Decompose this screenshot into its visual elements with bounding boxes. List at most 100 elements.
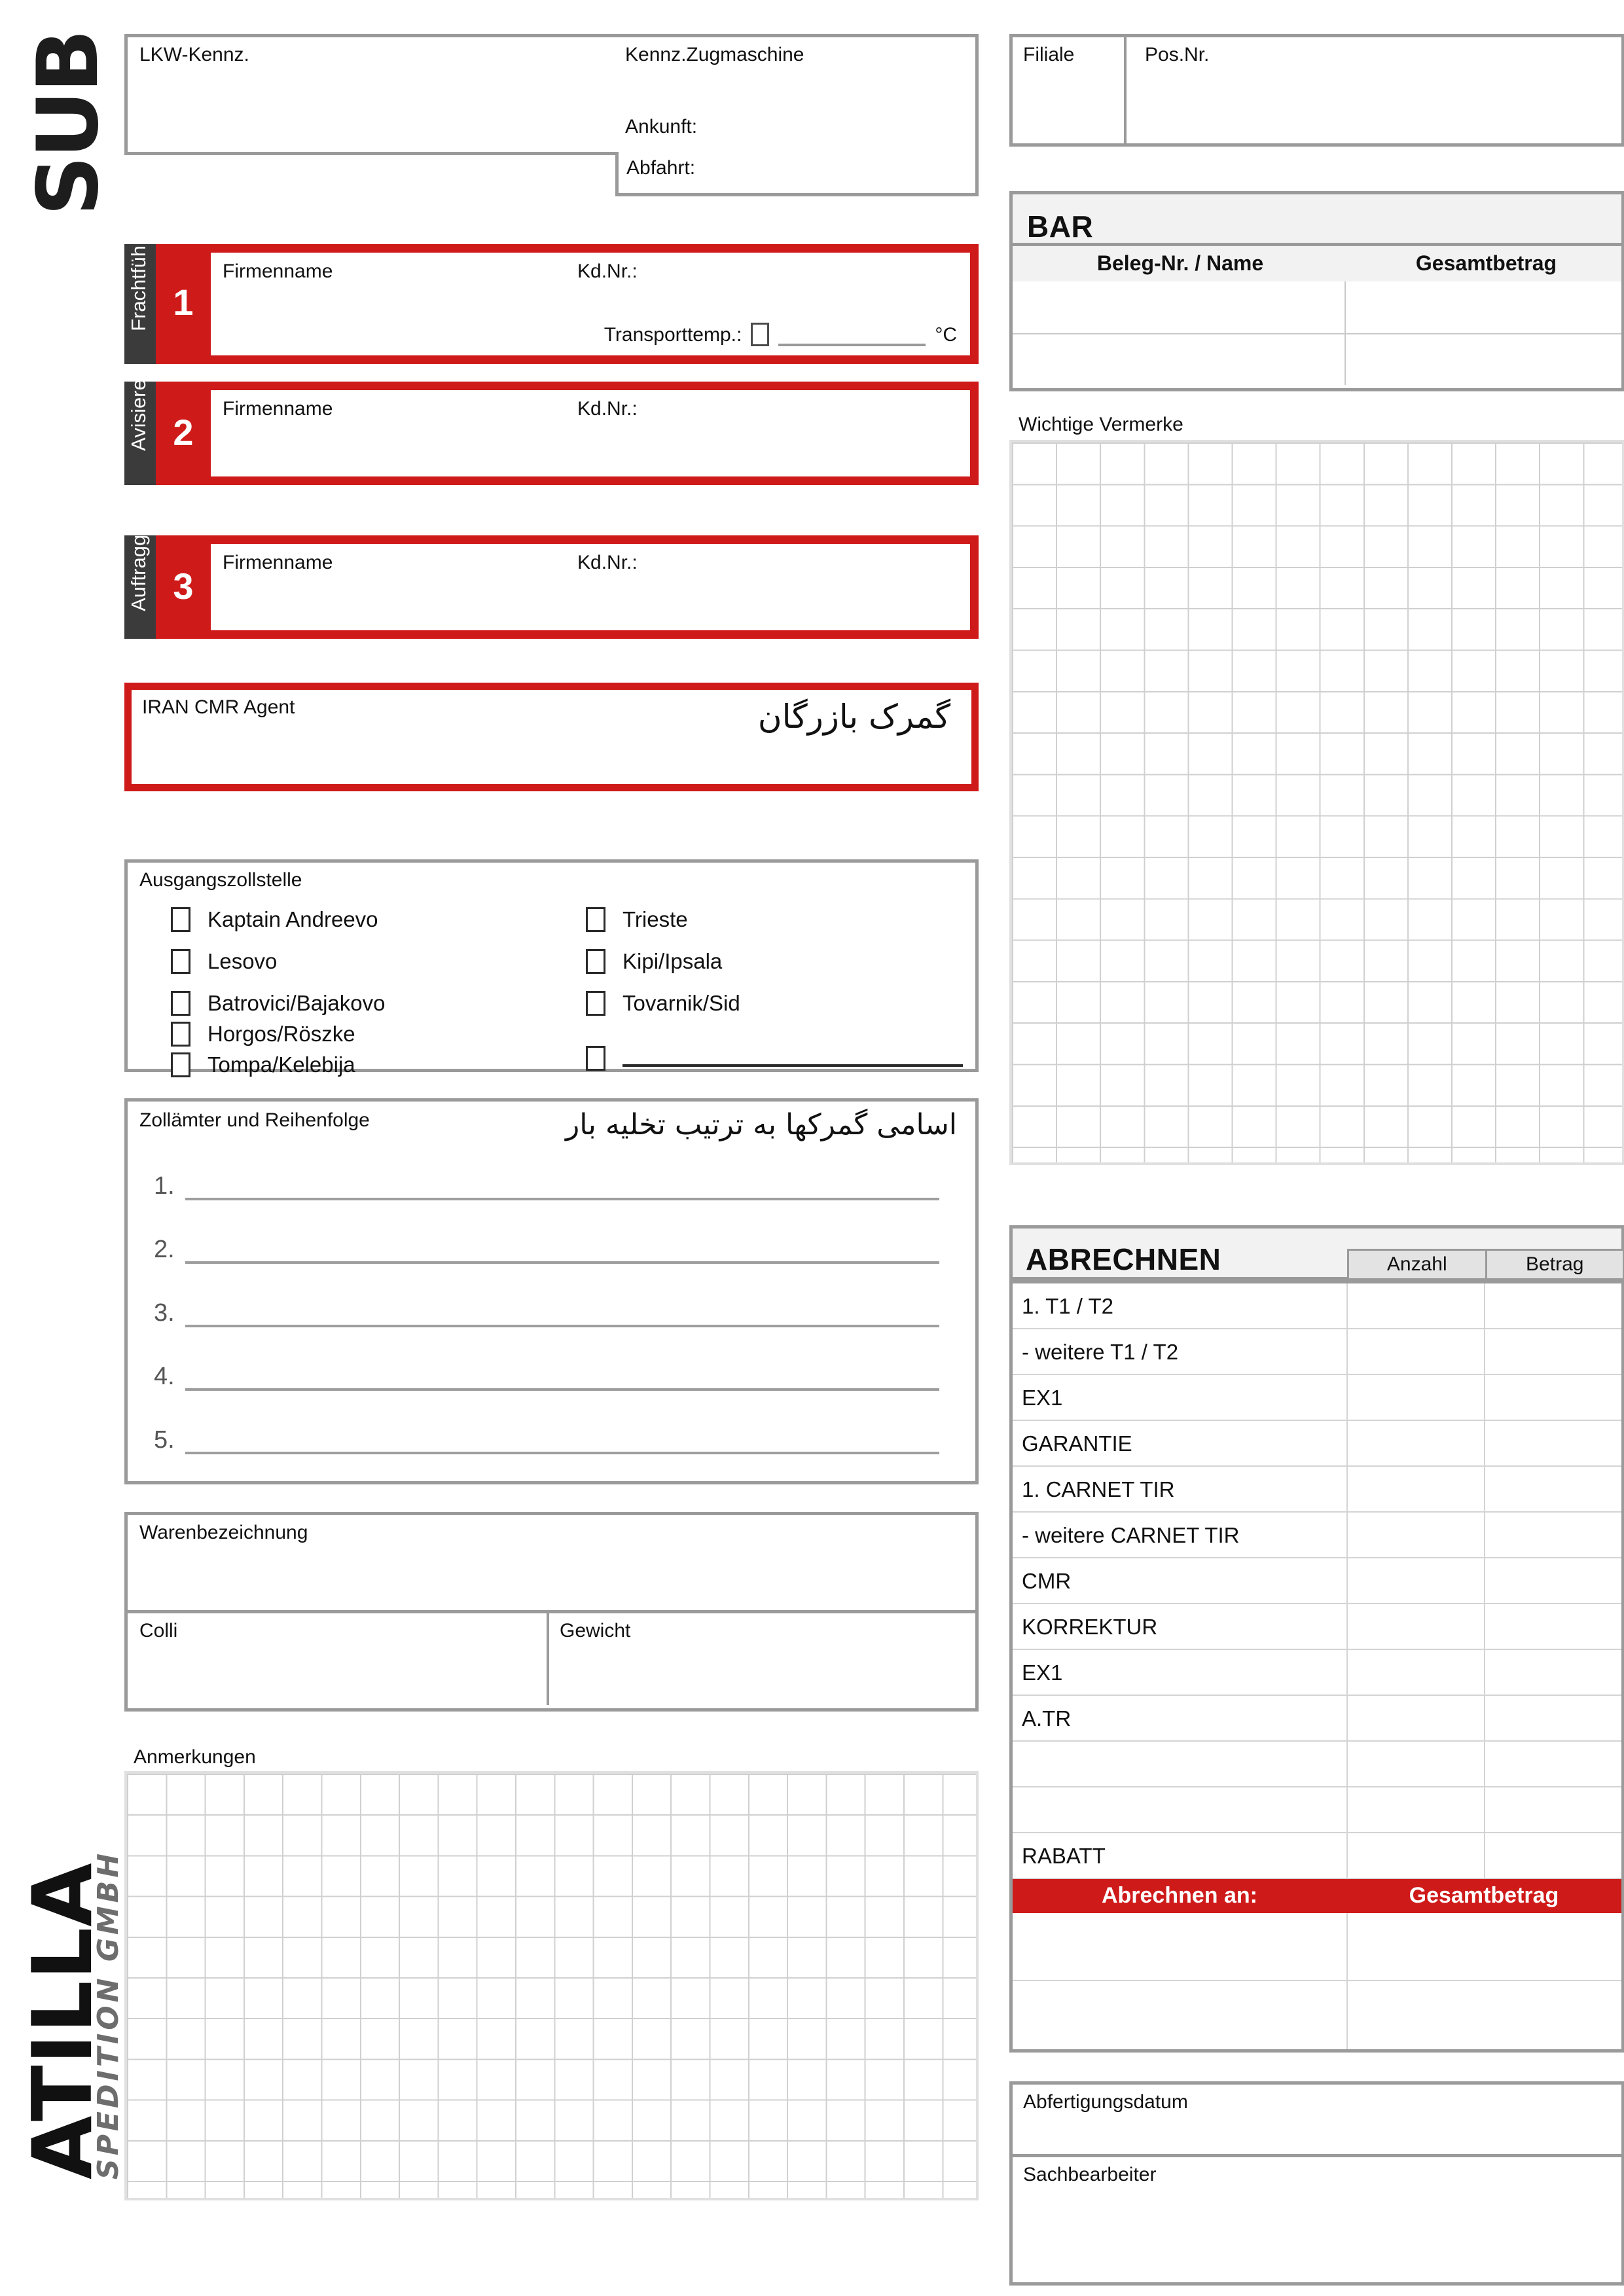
checkbox-icon[interactable] <box>586 949 605 974</box>
table-row[interactable] <box>1013 1913 1621 1981</box>
abrechnen-anzahl-cell[interactable] <box>1346 1742 1484 1786</box>
zollamt-line-4[interactable]: 4. <box>154 1363 939 1391</box>
checkbox-icon[interactable] <box>171 991 190 1016</box>
checkbox-tompa-kelebija[interactable]: Tompa/Kelebija <box>171 1052 355 1077</box>
abrechnen-betrag-cell[interactable] <box>1484 1696 1621 1740</box>
abrechnen-anzahl-cell[interactable] <box>1346 1787 1484 1832</box>
abrechnen-an-input-2[interactable] <box>1013 1981 1346 2049</box>
party-field-3[interactable]: Firmenname Kd.Nr.: <box>211 544 970 630</box>
table-row[interactable]: CMR <box>1013 1558 1621 1604</box>
table-row[interactable]: EX1 <box>1013 1375 1621 1421</box>
table-row[interactable] <box>1013 1981 1621 2049</box>
gesamtbetrag-input[interactable] <box>1346 1913 1621 1980</box>
abrechnen-anzahl-cell[interactable] <box>1346 1513 1484 1557</box>
checkbox-other[interactable] <box>586 1046 963 1071</box>
zollamt-input-3[interactable] <box>185 1305 939 1327</box>
party-row-avisierer: Avisierer 2 Firmenname Kd.Nr.: <box>124 372 979 485</box>
colli-gewicht-divider <box>547 1613 549 1705</box>
zollamt-line-3[interactable]: 3. <box>154 1299 939 1327</box>
iran-cmr-agent-field[interactable]: IRAN CMR Agent گمرک بازرگان <box>132 690 971 784</box>
abrechnen-betrag-cell[interactable] <box>1484 1604 1621 1649</box>
abrechnen-anzahl-cell[interactable] <box>1346 1329 1484 1374</box>
zollamt-line-1[interactable]: 1. <box>154 1172 939 1200</box>
table-row[interactable]: RABATT <box>1013 1833 1621 1879</box>
table-row[interactable]: 1. T1 / T2 <box>1013 1283 1621 1329</box>
abrechnen-anzahl-cell[interactable] <box>1346 1467 1484 1511</box>
checkbox-trieste[interactable]: Trieste <box>586 907 688 932</box>
abrechnen-anzahl-cell[interactable] <box>1346 1421 1484 1465</box>
table-row[interactable]: - weitere T1 / T2 <box>1013 1329 1621 1375</box>
colli-gewicht-box[interactable]: Colli Gewicht <box>124 1613 979 1712</box>
checkbox-icon[interactable] <box>171 1052 190 1077</box>
abrechnen-betrag-cell[interactable] <box>1484 1742 1621 1786</box>
checkbox-icon[interactable] <box>586 1046 605 1071</box>
checkbox-kipi-ipsala[interactable]: Kipi/Ipsala <box>586 949 722 974</box>
transporttemp-input[interactable] <box>778 327 926 346</box>
table-row[interactable]: KORREKTUR <box>1013 1604 1621 1650</box>
zollamt-input-2[interactable] <box>185 1242 939 1264</box>
iran-cmr-agent-label: IRAN CMR Agent <box>142 696 295 718</box>
abrechnen-anzahl-cell[interactable] <box>1346 1375 1484 1420</box>
transporttemp-group[interactable]: Transporttemp.: °C <box>604 323 957 346</box>
abrechnen-anzahl-cell[interactable] <box>1346 1833 1484 1878</box>
table-row[interactable]: - weitere CARNET TIR <box>1013 1513 1621 1558</box>
checkbox-horgos-roszke[interactable]: Horgos/Röszke <box>171 1022 355 1047</box>
warenbezeichnung-box[interactable]: Warenbezeichnung <box>124 1512 979 1613</box>
checkbox-batrovici-bajakovo[interactable]: Batrovici/Bajakovo <box>171 991 385 1016</box>
ausgangszollstelle-title: Ausgangszollstelle <box>139 869 302 891</box>
abrechnen-betrag-cell[interactable] <box>1484 1375 1621 1420</box>
bar-entry-rows[interactable] <box>1009 281 1624 391</box>
abrechnen-betrag-cell[interactable] <box>1484 1329 1621 1374</box>
checkbox-kaptain-andreevo[interactable]: Kaptain Andreevo <box>171 907 378 932</box>
zollamt-number-2: 2. <box>154 1236 175 1263</box>
abrechnen-anzahl-cell[interactable] <box>1346 1604 1484 1649</box>
wichtige-vermerke-grid[interactable] <box>1009 440 1624 1165</box>
anmerkungen-grid[interactable] <box>124 1771 979 2200</box>
abrechnen-betrag-cell[interactable] <box>1484 1421 1621 1465</box>
checkbox-icon[interactable] <box>171 949 190 974</box>
party-tab-label-1: Frachtführer <box>127 221 150 331</box>
checkbox-lesovo[interactable]: Lesovo <box>171 949 277 974</box>
abrechnen-betrag-cell[interactable] <box>1484 1513 1621 1557</box>
filiale-divider <box>1124 37 1127 143</box>
abrechnen-an-input[interactable] <box>1013 1913 1346 1980</box>
party-field-2[interactable]: Firmenname Kd.Nr.: <box>211 390 970 476</box>
abrechnen-anzahl-cell[interactable] <box>1346 1650 1484 1695</box>
abfertigungsdatum-box[interactable]: Abfertigungsdatum <box>1009 2081 1624 2157</box>
transporttemp-checkbox[interactable] <box>751 323 770 346</box>
checkbox-icon[interactable] <box>586 991 605 1016</box>
abrechnen-anzahl-cell[interactable] <box>1346 1696 1484 1740</box>
zollamt-input-1[interactable] <box>185 1178 939 1200</box>
zollamt-line-2[interactable]: 2. <box>154 1236 939 1264</box>
table-row[interactable]: GARANTIE <box>1013 1421 1621 1467</box>
zollamt-line-5[interactable]: 5. <box>154 1426 939 1454</box>
abrechnen-anzahl-cell[interactable] <box>1346 1283 1484 1328</box>
table-row[interactable]: A.TR <box>1013 1696 1621 1742</box>
sachbearbeiter-box[interactable]: Sachbearbeiter <box>1009 2157 1624 2286</box>
checkbox-icon[interactable] <box>171 1022 190 1047</box>
table-row[interactable]: EX1 <box>1013 1650 1621 1696</box>
bar-title: BAR <box>1027 209 1094 243</box>
table-row[interactable] <box>1013 1742 1621 1787</box>
abrechnen-betrag-cell[interactable] <box>1484 1833 1621 1878</box>
sachbearbeiter-label: Sachbearbeiter <box>1023 2164 1157 2185</box>
abrechnen-betrag-cell[interactable] <box>1484 1787 1621 1832</box>
abrechnen-betrag-cell[interactable] <box>1484 1467 1621 1511</box>
zollamt-input-5[interactable] <box>185 1432 939 1454</box>
abrechnen-betrag-cell[interactable] <box>1484 1283 1621 1328</box>
checkbox-icon[interactable] <box>586 907 605 932</box>
abrechnen-column-headers: Anzahl Betrag <box>1347 1249 1624 1280</box>
table-row[interactable] <box>1013 1787 1621 1833</box>
other-zollstelle-input[interactable] <box>623 1050 963 1067</box>
abrechnen-anzahl-cell[interactable] <box>1346 1558 1484 1603</box>
abrechnen-row-label: KORREKTUR <box>1022 1615 1158 1639</box>
checkbox-icon[interactable] <box>171 907 190 932</box>
bar-col-gesamt: Gesamtbetrag <box>1415 251 1557 275</box>
table-row[interactable]: 1. CARNET TIR <box>1013 1467 1621 1513</box>
checkbox-tovarnik-sid[interactable]: Tovarnik/Sid <box>586 991 740 1016</box>
abrechnen-betrag-cell[interactable] <box>1484 1650 1621 1695</box>
party-field-1[interactable]: Firmenname Kd.Nr.: Transporttemp.: °C <box>211 253 970 355</box>
abrechnen-betrag-cell[interactable] <box>1484 1558 1621 1603</box>
gesamtbetrag-input-2[interactable] <box>1346 1981 1621 2049</box>
zollamt-input-4[interactable] <box>185 1369 939 1391</box>
